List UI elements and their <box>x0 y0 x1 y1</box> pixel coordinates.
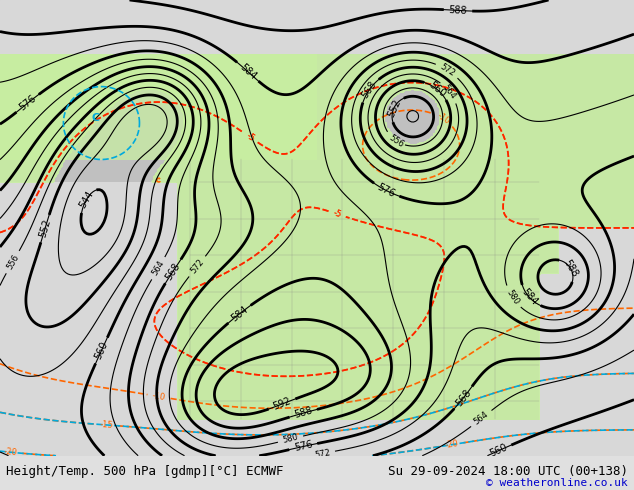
Text: 552: 552 <box>385 98 403 119</box>
Text: -15: -15 <box>99 420 113 430</box>
Text: 564: 564 <box>472 410 490 427</box>
Text: 580: 580 <box>504 288 521 306</box>
Text: -10: -10 <box>152 391 167 402</box>
Text: 576: 576 <box>293 440 313 453</box>
Text: 572: 572 <box>189 257 205 275</box>
Text: C: C <box>91 114 99 123</box>
Text: -10: -10 <box>436 111 451 126</box>
Text: -5: -5 <box>332 208 342 220</box>
Text: 560: 560 <box>93 340 110 361</box>
Text: 568: 568 <box>454 388 473 408</box>
Text: 572: 572 <box>314 448 331 460</box>
Text: -20: -20 <box>444 439 459 450</box>
Text: Height/Temp. 500 hPa [gdmp][°C] ECMWF: Height/Temp. 500 hPa [gdmp][°C] ECMWF <box>6 466 284 478</box>
Text: 592: 592 <box>271 396 292 412</box>
Text: 564: 564 <box>441 83 458 101</box>
Text: 564: 564 <box>150 259 166 277</box>
Text: 568: 568 <box>164 261 183 282</box>
Text: 560: 560 <box>427 79 447 99</box>
Text: Su 29-09-2024 18:00 UTC (00+138): Su 29-09-2024 18:00 UTC (00+138) <box>387 466 628 478</box>
Text: -5: -5 <box>332 208 342 220</box>
Text: 552: 552 <box>37 218 53 239</box>
Text: -5: -5 <box>244 131 256 143</box>
Text: -20: -20 <box>3 447 18 457</box>
Text: 576: 576 <box>17 94 38 113</box>
Text: 568: 568 <box>360 79 378 100</box>
Text: 588: 588 <box>448 5 467 16</box>
Text: 584: 584 <box>229 304 250 323</box>
Text: 556: 556 <box>5 253 20 271</box>
Text: 572: 572 <box>438 62 456 78</box>
Text: 556: 556 <box>387 133 406 149</box>
Text: 544: 544 <box>77 189 96 210</box>
Text: 584: 584 <box>238 62 258 81</box>
Text: © weatheronline.co.uk: © weatheronline.co.uk <box>486 478 628 488</box>
Text: 584: 584 <box>519 287 539 307</box>
Text: -5: -5 <box>244 131 256 143</box>
Text: 588: 588 <box>293 406 313 420</box>
Text: 580: 580 <box>281 433 299 445</box>
Text: 588: 588 <box>562 258 579 279</box>
Text: 576: 576 <box>376 182 397 199</box>
Text: 560: 560 <box>488 442 508 459</box>
